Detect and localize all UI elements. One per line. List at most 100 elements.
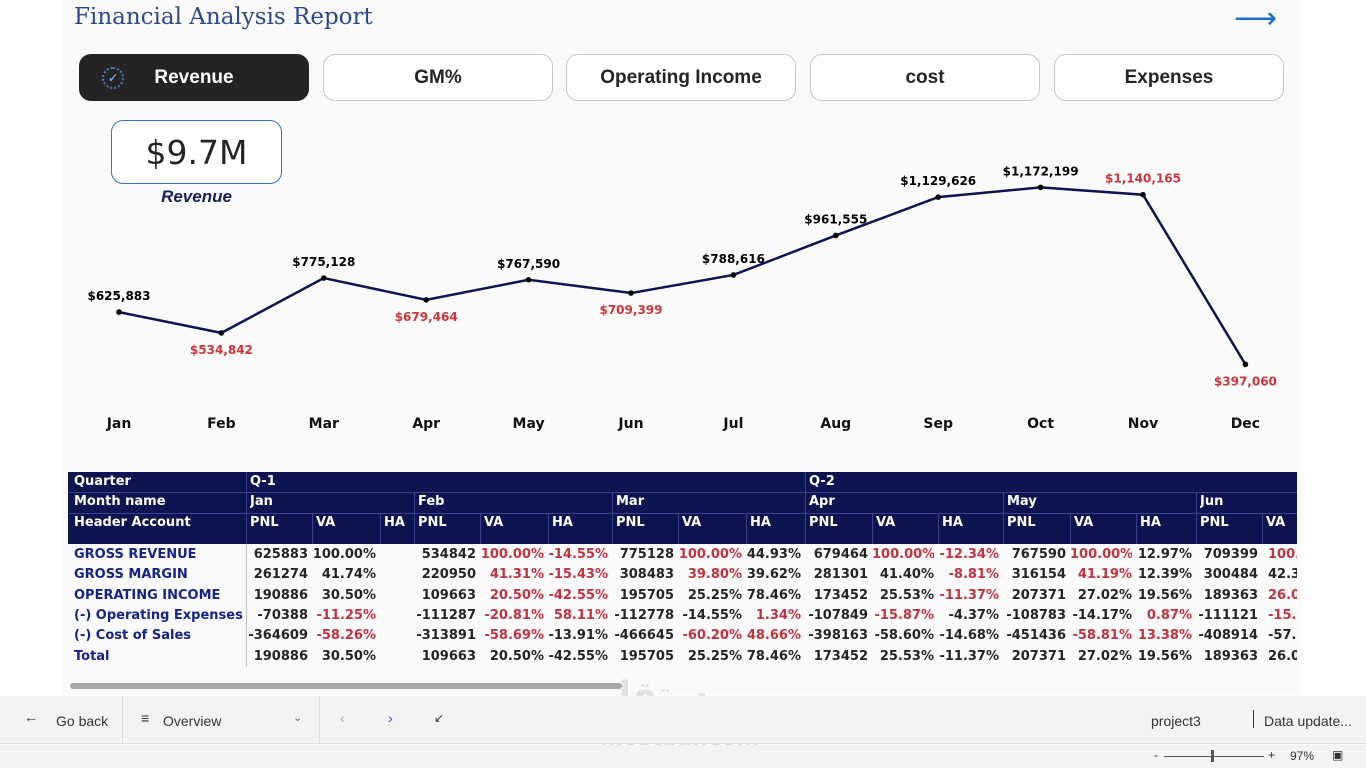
data-updated-text[interactable]: Data update...	[1264, 713, 1352, 729]
measure-header: PNL	[616, 515, 645, 530]
x-tick-label: Mar	[309, 416, 339, 432]
grid-line	[480, 513, 481, 544]
status-bar: - + 97% ▣	[0, 745, 1366, 768]
zoom-slider-handle[interactable]	[1211, 750, 1214, 762]
zoom-slider[interactable]	[1164, 756, 1264, 757]
grid-line	[612, 513, 613, 544]
table-cell: 42.3	[1268, 567, 1297, 583]
tab-gm[interactable]: GM%	[323, 54, 553, 101]
page-selector[interactable]: Overview	[163, 713, 222, 729]
table-cell: -58.69%	[484, 628, 544, 644]
zoom-out-button[interactable]: -	[1154, 748, 1158, 762]
table-cell: -108783	[1006, 607, 1066, 623]
table-cell: 189363	[1203, 648, 1258, 664]
data-label: $1,129,626	[900, 174, 976, 188]
table-cell: 58.11%	[553, 607, 608, 623]
grid-line	[1003, 513, 1004, 544]
grid-line	[1070, 513, 1071, 544]
table-cell: 39.62%	[746, 567, 801, 583]
table-cell: 100.00%	[312, 547, 376, 562]
month-header: Jan	[250, 494, 273, 509]
data-label: $679,464	[395, 310, 458, 324]
table-cell: 27.02%	[1077, 648, 1132, 664]
arrow-right-icon[interactable]: ⟶	[1234, 1, 1278, 36]
grid-line	[872, 513, 873, 544]
table-cell: -11.37%	[939, 587, 999, 603]
next-page-icon[interactable]: ›	[388, 710, 393, 726]
x-tick-label: Jan	[106, 416, 132, 432]
zoom-in-button[interactable]: +	[1268, 748, 1276, 762]
month-header: Mar	[616, 494, 645, 509]
x-tick-label: Jul	[722, 416, 743, 432]
table-cell: 190886	[253, 587, 308, 603]
measure-header: HA	[1140, 515, 1161, 530]
table-cell: 25.25%	[687, 587, 742, 603]
table-cell: 12.39%	[1137, 567, 1192, 583]
tab-cost[interactable]: cost	[810, 54, 1040, 101]
x-tick-label: Aug	[820, 416, 851, 432]
table-cell: -42.55%	[548, 648, 608, 664]
table-cell: -15.0	[1268, 607, 1297, 623]
data-label: $1,140,165	[1105, 172, 1181, 186]
table-cell: -107849	[808, 607, 868, 623]
go-back-button[interactable]: Go back	[56, 713, 109, 729]
table-cell: -20.81%	[484, 607, 544, 623]
row-label: Total	[74, 648, 110, 664]
measure-header: PNL	[809, 515, 838, 530]
fit-to-page-icon[interactable]: ▣	[1332, 748, 1344, 762]
table-cell: 30.50%	[321, 648, 376, 664]
table-cell: 26.0	[1268, 587, 1297, 603]
table-cell: 78.46%	[746, 587, 801, 603]
table-cell: 220950	[421, 567, 476, 583]
table-cell: 173452	[813, 587, 868, 603]
table-cell: 261274	[253, 567, 308, 583]
table-cell: 195705	[619, 587, 674, 603]
grid-line	[68, 513, 1297, 514]
table-cell: 173452	[813, 648, 868, 664]
grid-line	[938, 513, 939, 544]
column-divider	[246, 544, 247, 666]
measure-header: PNL	[418, 515, 447, 530]
tab-revenue[interactable]: ✓ Revenue	[79, 54, 309, 101]
data-label: $788,616	[702, 252, 765, 266]
table-cell: 25.53%	[879, 648, 934, 664]
kpi-label: Revenue	[161, 187, 232, 206]
table-cell: 26.0	[1268, 648, 1297, 664]
grid-line	[246, 472, 247, 544]
table-cell: 207371	[1011, 587, 1066, 603]
grid-line	[380, 513, 381, 544]
x-tick-label: Feb	[207, 416, 236, 432]
tab-operating-income[interactable]: Operating Income	[566, 54, 796, 101]
table-cell: 775128	[619, 547, 674, 562]
table-cell: 625883	[253, 547, 308, 562]
table-cell: -58.81%	[1072, 628, 1132, 644]
tab-label: GM%	[414, 66, 462, 88]
table-cell: -70388	[257, 607, 308, 623]
chevron-down-icon[interactable]: ⌄	[293, 712, 303, 724]
previous-page-icon[interactable]: ‹	[340, 710, 345, 726]
data-label: $1,172,199	[1003, 164, 1079, 178]
table-cell: -111121	[1198, 607, 1258, 623]
table-cell: 190886	[253, 648, 308, 664]
table-cell: 25.53%	[879, 587, 934, 603]
table-cell: 27.02%	[1077, 587, 1132, 603]
table-cell: 100.00%	[480, 547, 544, 562]
table-cell: 41.19%	[1077, 567, 1132, 583]
collapse-icon[interactable]: ↙	[434, 711, 445, 725]
horizontal-scrollbar[interactable]	[70, 683, 622, 689]
table-cell: -11.25%	[316, 607, 376, 623]
measure-header: HA	[750, 515, 771, 530]
table-cell: -60.20%	[682, 628, 742, 644]
data-point	[218, 330, 225, 336]
table-cell: 41.31%	[489, 567, 544, 583]
back-arrow-icon[interactable]: ←	[24, 709, 38, 725]
grid-line	[805, 472, 806, 492]
row-label: OPERATING INCOME	[74, 587, 221, 603]
table-cell: 767590	[1011, 547, 1066, 562]
tab-expenses[interactable]: Expenses	[1054, 54, 1284, 101]
grid-line	[414, 513, 415, 544]
data-point	[423, 297, 430, 303]
quarter-header: Q-2	[809, 474, 835, 489]
measure-header: VA	[1266, 515, 1286, 530]
quarter-header: Q-1	[250, 474, 276, 489]
